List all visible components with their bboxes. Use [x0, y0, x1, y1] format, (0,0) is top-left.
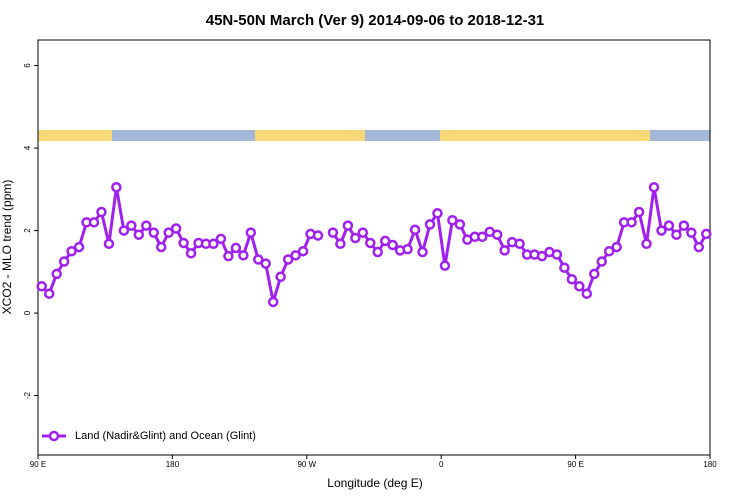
point: [678, 220, 690, 231]
point: [350, 232, 361, 244]
legend-swatch-marker: [48, 430, 60, 442]
point: [454, 219, 466, 230]
y-tick-label: 6: [23, 63, 32, 68]
point: [372, 246, 383, 258]
point: [126, 220, 137, 231]
point: [245, 227, 257, 238]
point: [36, 281, 47, 292]
y-tick-label: 0: [23, 310, 32, 315]
point: [163, 227, 174, 238]
point: [58, 256, 70, 267]
x-tick-label: 180: [166, 460, 180, 469]
point: [111, 182, 122, 193]
point: [96, 206, 107, 218]
point: [477, 231, 488, 243]
point: [686, 227, 697, 238]
point: [155, 241, 167, 253]
point: [118, 225, 130, 236]
point: [342, 220, 354, 231]
point: [73, 241, 85, 253]
point: [656, 225, 667, 236]
x-tick-label: 0: [439, 460, 444, 469]
point: [148, 227, 159, 238]
point: [574, 281, 585, 292]
point: [581, 288, 593, 299]
point: [402, 243, 413, 255]
chart-title: 45N-50N March (Ver 9) 2014-09-06 to 2018…: [206, 12, 545, 29]
point: [551, 249, 563, 260]
x-tick-label: 90 E: [567, 460, 583, 469]
point: [663, 220, 675, 231]
point: [424, 219, 436, 230]
point: [185, 248, 197, 259]
y-axis-label: XCO2 - MLO trend (ppm): [0, 180, 14, 315]
point: [282, 254, 294, 265]
point: [409, 224, 421, 236]
x-axis-label: Longitude (deg E): [327, 476, 422, 490]
point: [275, 271, 286, 283]
point: [178, 237, 189, 249]
point: [536, 250, 548, 262]
point: [671, 229, 682, 240]
point: [88, 217, 100, 228]
point: [133, 229, 145, 240]
point: [260, 258, 271, 269]
point: [297, 245, 309, 257]
point: [633, 206, 645, 218]
x-tick-label: 90 W: [297, 460, 316, 469]
point: [566, 274, 578, 285]
point: [253, 254, 264, 265]
point: [447, 215, 458, 226]
point: [267, 296, 279, 308]
point: [327, 227, 339, 238]
y-tick-label: 2: [23, 228, 32, 233]
point: [596, 256, 607, 267]
plot-frame: [37, 39, 711, 456]
point: [66, 245, 77, 257]
land-ocean-strip: [38, 130, 710, 141]
point: [379, 235, 391, 247]
point: [238, 250, 249, 261]
point: [290, 250, 301, 261]
point: [432, 208, 443, 219]
point: [335, 238, 346, 250]
point: [439, 260, 451, 271]
point: [357, 227, 369, 238]
point: [603, 245, 615, 257]
point: [387, 239, 398, 251]
point: [491, 229, 503, 240]
point: [514, 238, 525, 250]
point: [170, 223, 182, 234]
point: [701, 228, 712, 240]
point: [611, 241, 622, 253]
legend-label: Land (Nadir&Glint) and Ocean (Glint): [75, 430, 256, 442]
point: [312, 230, 324, 241]
point: [365, 237, 376, 249]
x-tick-label: 90 E: [30, 460, 46, 469]
point: [559, 262, 570, 273]
point: [51, 268, 62, 280]
y-tick-label: -2: [23, 391, 32, 399]
point: [641, 238, 652, 250]
point: [417, 246, 428, 258]
point: [43, 288, 55, 299]
point: [499, 245, 510, 256]
point: [626, 217, 637, 228]
point: [648, 182, 660, 193]
x-tick-label: 180: [703, 460, 717, 469]
point: [589, 268, 600, 280]
point: [215, 233, 227, 245]
point: [230, 242, 242, 254]
point: [208, 238, 219, 250]
point: [103, 238, 115, 250]
point: [693, 241, 705, 253]
point: [223, 250, 234, 262]
y-tick-label: 4: [23, 145, 32, 150]
point: [141, 220, 152, 231]
